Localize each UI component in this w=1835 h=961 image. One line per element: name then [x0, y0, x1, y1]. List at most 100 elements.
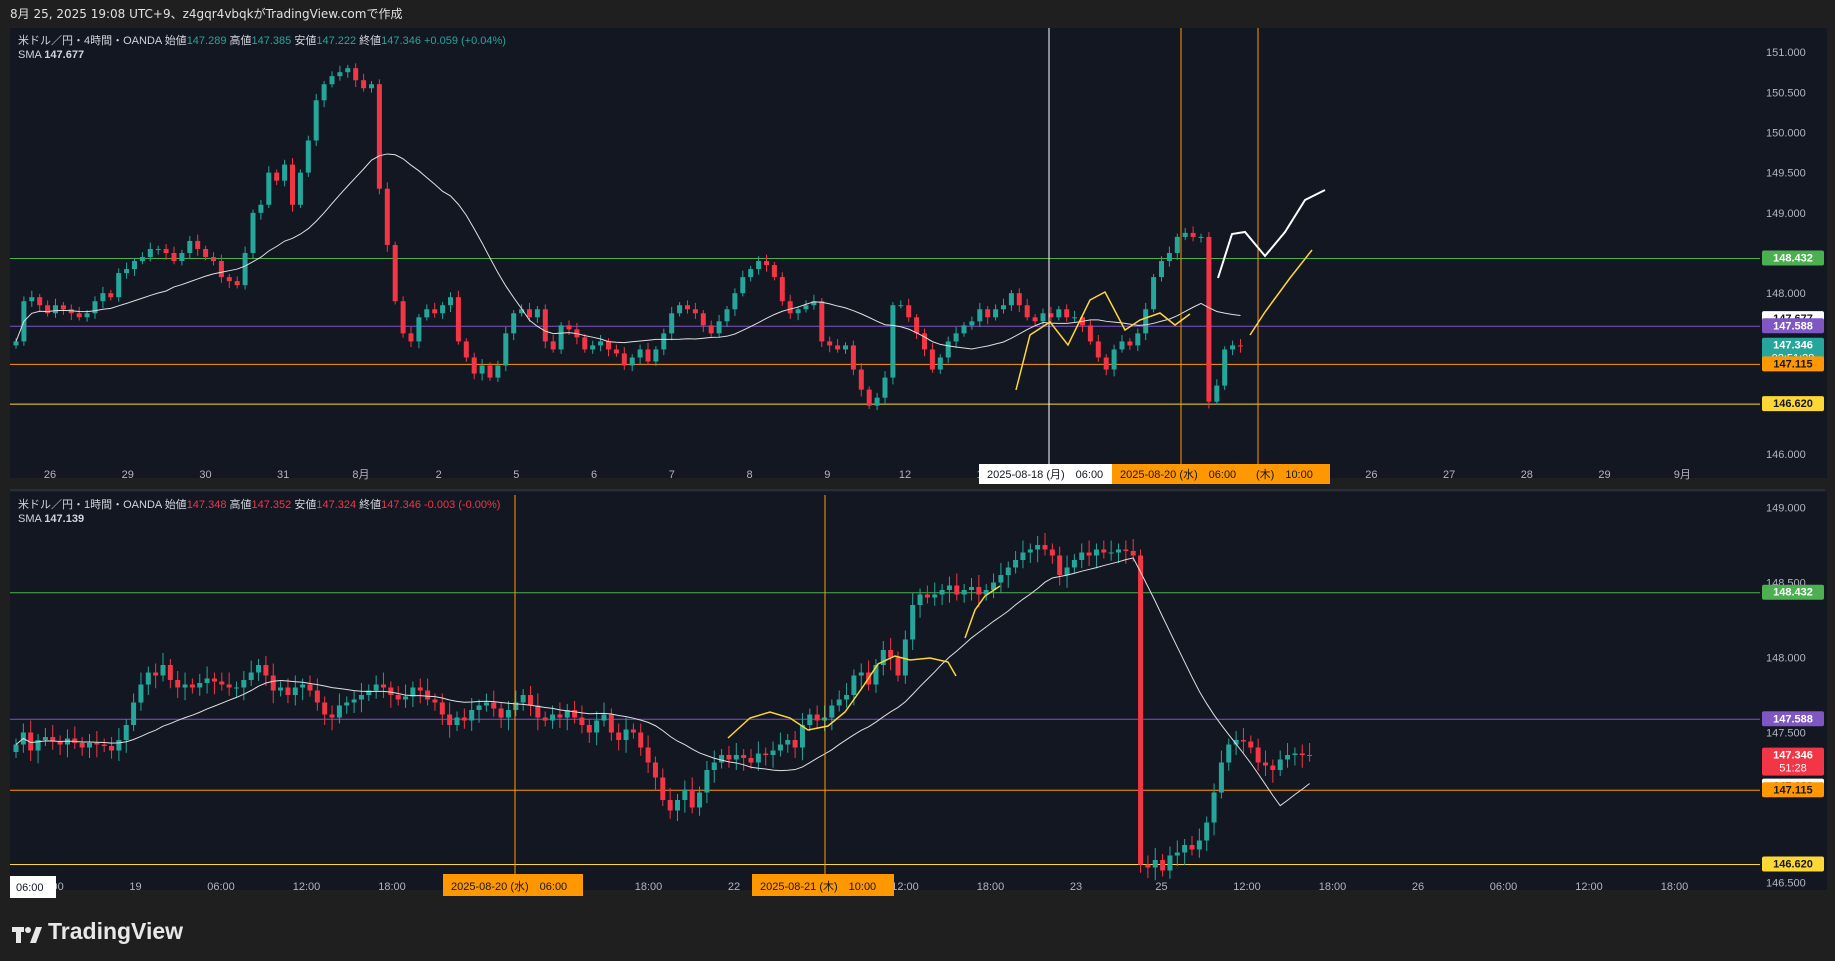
- x-tick-label: 12:00: [293, 881, 321, 893]
- x-tick-label: 29: [1598, 469, 1610, 481]
- x-tick-label: 18:00: [977, 881, 1005, 893]
- price-tag: [1762, 356, 1824, 372]
- candle-body: [770, 750, 776, 755]
- candle-body: [195, 240, 201, 249]
- candle-body: [819, 301, 825, 342]
- candle-body: [898, 305, 904, 307]
- x-tick-label: 18:00: [1661, 881, 1689, 893]
- candle-body: [381, 684, 386, 688]
- candle-body: [677, 305, 683, 314]
- candle-body: [630, 729, 636, 733]
- candle-body: [1071, 560, 1077, 568]
- candle-body: [469, 710, 475, 721]
- time-tag-bg: [10, 876, 56, 898]
- candle-body: [1240, 740, 1246, 742]
- candle-body: [977, 309, 983, 322]
- time-tag: 2025-08-21 (木) 10:00: [760, 880, 876, 893]
- candle-body: [601, 714, 607, 721]
- candle-body: [835, 345, 841, 350]
- price-tag: [1762, 318, 1824, 334]
- candle-body: [290, 164, 295, 205]
- candle-body: [1035, 545, 1041, 550]
- candle-body: [266, 172, 272, 205]
- candle-body: [557, 714, 563, 718]
- price-tag-countdown: 51:28: [1779, 763, 1807, 775]
- candle-body: [638, 732, 644, 748]
- time-tag: 2025-08-20 (水) 06:00: [451, 880, 567, 893]
- x-tick-label: 22: [728, 881, 740, 893]
- candle-body: [408, 333, 414, 342]
- candle-body: [274, 172, 280, 181]
- candle-body: [321, 84, 327, 101]
- candle-body: [187, 240, 193, 253]
- candle-body: [748, 269, 754, 278]
- candle-body: [432, 699, 438, 703]
- x-tick-label: 28: [1521, 469, 1533, 481]
- candle-body: [440, 305, 446, 314]
- candle-body: [155, 248, 161, 250]
- candle-body: [160, 665, 166, 676]
- candle-body: [1307, 755, 1313, 756]
- candle-body: [1027, 549, 1033, 553]
- y-tick-label: 149.000: [1766, 503, 1806, 515]
- x-tick-label: 9: [824, 469, 830, 481]
- candle-body: [60, 305, 66, 310]
- candle-body: [395, 695, 401, 700]
- candle-body: [50, 737, 56, 742]
- y-tick-label: 149.000: [1766, 208, 1806, 220]
- y-tick-label: 151.000: [1766, 47, 1806, 59]
- price-tag-label: 147.588: [1773, 320, 1813, 332]
- candle-body: [1001, 305, 1006, 310]
- candle-body: [513, 702, 519, 710]
- candle-body: [608, 714, 614, 733]
- candle-body: [1032, 317, 1038, 322]
- x-tick-label: 12: [899, 469, 911, 481]
- y-tick-label: 147.500: [1766, 728, 1806, 740]
- candle-body: [1238, 345, 1243, 347]
- candle-body: [906, 305, 912, 318]
- candle-body: [637, 349, 643, 358]
- candle-body: [763, 753, 769, 755]
- candle-body: [163, 248, 169, 253]
- candle-body: [476, 705, 482, 710]
- candle-body: [1103, 357, 1109, 370]
- candle-body: [924, 594, 930, 598]
- candle-body: [353, 68, 359, 81]
- price-tag-label: 147.346: [1773, 750, 1813, 762]
- candle-body: [447, 714, 453, 725]
- candle-body: [1042, 545, 1048, 550]
- candle-body: [700, 313, 706, 326]
- candle-body: [351, 699, 357, 703]
- candle-body: [361, 80, 367, 89]
- candle-body: [29, 297, 35, 302]
- y-tick-label: 146.500: [1766, 878, 1806, 890]
- candle-body: [645, 349, 651, 362]
- candle-body: [1167, 855, 1173, 871]
- candle-body: [922, 333, 927, 350]
- candle-body: [945, 341, 951, 358]
- candle-body: [1064, 309, 1070, 318]
- price-tag-label: 146.620: [1773, 398, 1813, 410]
- candle-body: [953, 333, 959, 342]
- x-tick-label: 25: [1155, 881, 1167, 893]
- candle-body: [297, 172, 303, 205]
- candle-body: [241, 680, 247, 688]
- x-tick-label: 18:00: [635, 881, 663, 893]
- candle-body: [1048, 313, 1054, 318]
- candle-body: [491, 702, 497, 709]
- price-tag-label: 147.588: [1773, 713, 1813, 725]
- sma-line: [15, 557, 1310, 807]
- candle-body: [692, 309, 698, 314]
- candle-body: [1211, 792, 1217, 823]
- candle-body: [1151, 277, 1157, 310]
- price-tag-label: 146.620: [1773, 859, 1813, 871]
- price-tag: [1762, 747, 1824, 776]
- candle-body: [94, 743, 100, 745]
- candle-body: [1226, 744, 1232, 763]
- time-tag-bg: [979, 464, 1115, 484]
- tradingview-logo[interactable]: TradingView: [12, 918, 183, 945]
- candle-body: [1138, 555, 1144, 865]
- candle-body: [858, 369, 864, 390]
- x-tick-label: 26: [44, 469, 56, 481]
